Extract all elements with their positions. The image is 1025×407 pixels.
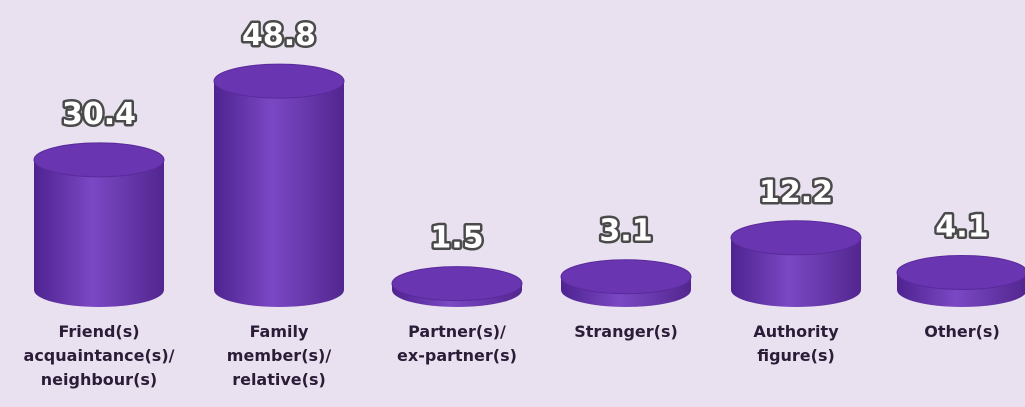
value-label: 1.5 xyxy=(430,221,483,256)
category-label: Partner(s)/ ex-partner(s) xyxy=(397,322,517,365)
cylinder-top xyxy=(33,142,165,178)
category-label: Other(s) xyxy=(924,322,1000,341)
cylinder-side xyxy=(731,237,861,307)
cylinder-side xyxy=(34,159,164,307)
cylinder-top xyxy=(730,220,862,256)
category-label: Family member(s)/ relative(s) xyxy=(226,322,332,389)
cylinder-top xyxy=(391,266,523,302)
category-label: Friend(s) acquaintance(s)/ neighbour(s) xyxy=(23,322,175,389)
cylinder-top xyxy=(213,63,345,99)
cylinder-side xyxy=(214,81,344,307)
cylinder-top xyxy=(896,254,1025,290)
category-label: Stranger(s) xyxy=(574,322,678,341)
value-label: 3.1 xyxy=(599,214,652,249)
value-label: 4.1 xyxy=(935,209,988,244)
value-label: 48.8 xyxy=(242,18,316,53)
cylinder-top xyxy=(560,259,692,295)
value-label: 12.2 xyxy=(759,175,833,210)
value-label: 30.4 xyxy=(62,97,136,132)
category-label: Authority figure(s) xyxy=(753,322,839,365)
